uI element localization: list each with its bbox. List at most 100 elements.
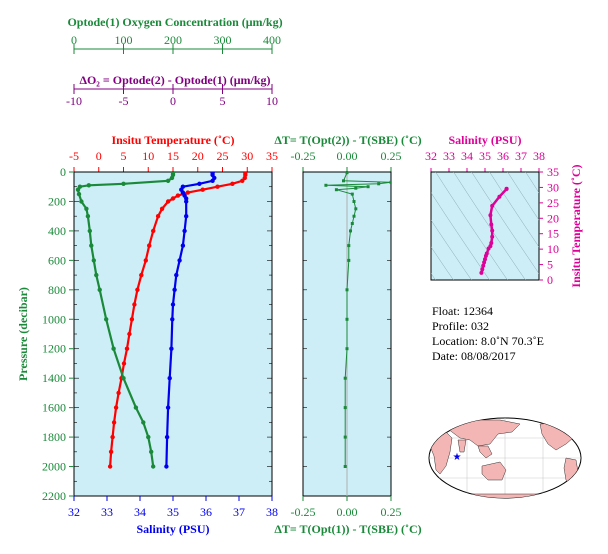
delta-t-point	[352, 200, 356, 203]
temperature-profile-point	[132, 302, 137, 307]
delta-t-top-tick-label: -0.25	[291, 149, 316, 163]
ts-point	[482, 260, 487, 265]
salinity-profile-point	[164, 464, 169, 469]
temperature-profile-point	[129, 317, 135, 322]
delta-t-point	[324, 183, 328, 187]
delta-t-point	[389, 180, 391, 184]
delta-t-top-tick-label: 0.00	[337, 149, 358, 163]
date: Date: 08/08/2017	[432, 349, 516, 363]
density-contour	[507, 172, 539, 221]
delta-t-point	[343, 406, 347, 410]
temperature-tick-label: -5	[69, 149, 79, 163]
ts-salinity-tick-label: 33	[443, 149, 455, 163]
temperature-profile-point	[242, 175, 247, 181]
profile-number: Profile: 032	[432, 319, 489, 333]
oxygen-profile-point	[91, 258, 97, 263]
salinity-profile-point	[197, 181, 202, 186]
delta-t-top-tick-label: 0.25	[381, 149, 402, 163]
temperature-profile-point	[121, 361, 127, 366]
ts-salinity-tick-label: 35	[479, 149, 491, 163]
ts-point	[484, 251, 489, 256]
temperature-profile-point	[215, 184, 220, 189]
temperature-profile-point	[124, 346, 130, 351]
salinity-axis-title: Salinity (PSU)	[136, 522, 209, 536]
pressure-tick-label: 1600	[42, 401, 66, 415]
pressure-tick-label: 200	[48, 194, 66, 208]
temperature-tick-label: 10	[142, 149, 154, 163]
delta-t-bottom-title: ΔT= T(Opt(1)) - T(SBE) (˚C)	[274, 522, 421, 536]
delta-t-point	[345, 288, 349, 292]
temperature-tick-label: 15	[167, 149, 179, 163]
delta-t-point	[343, 465, 347, 468]
oxygen-tick-label: 0	[71, 33, 77, 47]
salinity-profile-point	[210, 178, 215, 183]
ts-point	[490, 228, 495, 233]
ts-salinity-tick-label: 34	[461, 149, 473, 163]
pressure-tick-label: 800	[48, 283, 66, 297]
oxygen-tick-label: 100	[115, 33, 133, 47]
salinity-profile-point	[164, 434, 170, 440]
temperature-axis-title: Insitu Temperature (˚C)	[111, 133, 234, 147]
pressure-tick-label: 2000	[42, 460, 66, 474]
float-location-marker: ★	[453, 452, 462, 463]
oxygen-profile-point	[169, 175, 175, 181]
oxygen-profile-point	[133, 405, 139, 410]
oxygen-profile-point	[85, 214, 91, 219]
pressure-tick-label: 1200	[42, 342, 66, 356]
land-australia	[481, 461, 507, 481]
salinity-profile-point	[182, 228, 187, 234]
ts-temperature-tick-label: 15	[547, 227, 559, 241]
oxygen-profile-point	[121, 376, 126, 381]
pressure-tick-label: 2200	[42, 489, 66, 503]
temperature-profile-point	[159, 206, 165, 211]
temperature-tick-label: 0	[96, 149, 102, 163]
delta-t-panel-ticks	[303, 171, 391, 497]
ts-temperature-tick-label: 25	[547, 196, 559, 210]
oxygen-tick-label: 200	[164, 33, 182, 47]
salinity-tick-label: 33	[101, 505, 113, 519]
temperature-axis-ticks: -5 0 5 10 15 20 25 30 35	[69, 149, 278, 172]
salinity-tick-label: 35	[167, 505, 179, 519]
delta-o2-axis-title: ΔO₂ = Optode(2) - Optode(1) (μm/kg)	[79, 73, 270, 87]
salinity-tick-label: 34	[134, 505, 146, 519]
delta-o2-tick-label: 10	[266, 94, 278, 108]
ts-point	[479, 270, 484, 275]
salinity-profile-point	[180, 243, 186, 248]
ts-salinity-ticks: 32 33 34 35 36 37 38	[425, 149, 545, 172]
ts-salinity-title: Salinity (PSU)	[448, 133, 521, 147]
pressure-tick-label: 600	[48, 253, 66, 267]
salinity-tick-label: 38	[266, 505, 278, 519]
ts-temperature-tick-label: 5	[547, 258, 553, 272]
oxygen-profile-point	[146, 434, 151, 440]
oxygen-profile-point	[89, 243, 94, 248]
oxygen-profile-point	[87, 228, 93, 234]
density-contour	[489, 172, 539, 248]
delta-t-point	[342, 179, 345, 183]
pressure-axis-ticks: 0 200 400 600 800 1000 1200 1400 1600 1800 2000 220…	[42, 165, 74, 503]
ts-temperature-title: Insitu Temperature (˚C)	[569, 164, 583, 287]
oxygen-profile-point	[121, 181, 126, 186]
oxygen-profile-point	[94, 272, 99, 278]
ts-temperature-tick-label: 35	[547, 165, 559, 179]
density-contour	[471, 172, 539, 274]
salinity-tick-label: 32	[68, 505, 80, 519]
delta-t-point	[366, 185, 370, 189]
temperature-profile-point	[110, 434, 115, 440]
profile-panel-ticks	[74, 171, 272, 497]
world-map: ★	[428, 417, 582, 499]
salinity-profile-point	[170, 302, 176, 307]
temperature-tick-label: 25	[217, 149, 229, 163]
delta-t-series	[324, 172, 391, 468]
temperature-profile-point	[147, 243, 152, 248]
density-contour	[525, 172, 539, 194]
temperature-profile-point	[230, 181, 235, 186]
delta-o2-tick-label: 5	[220, 94, 226, 108]
salinity-tick-label: 36	[200, 505, 212, 519]
temperature-profile-point	[113, 405, 119, 410]
salinity-tick-label: 37	[233, 505, 245, 519]
delta-t-point	[347, 244, 351, 248]
delta-t-bottom-tick-label: 0.00	[337, 505, 358, 519]
temperature-profile-line	[109, 172, 247, 467]
temperature-profile-point	[116, 390, 121, 396]
